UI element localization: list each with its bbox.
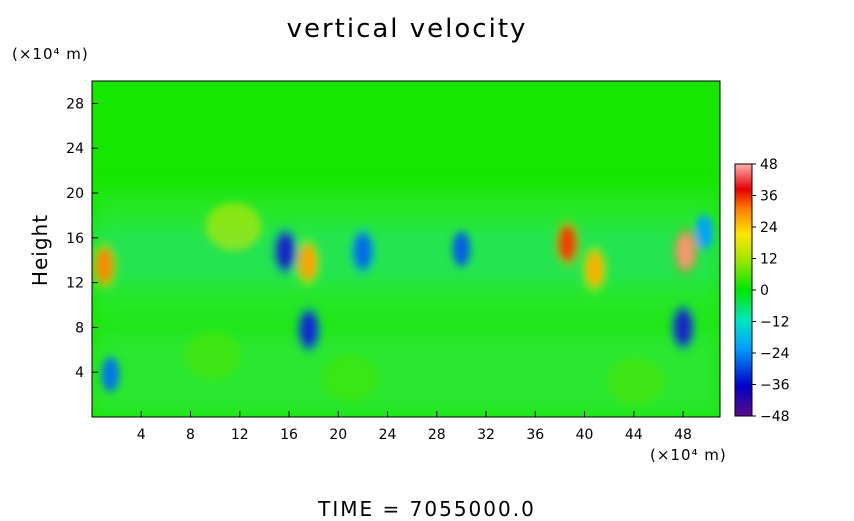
x-tick-label: 48 [674, 427, 692, 443]
cell-halo [92, 241, 118, 290]
updraft-cell [205, 202, 262, 251]
cell-halo [349, 227, 377, 276]
cell-halo [554, 219, 581, 268]
colorbar-tick-label: −24 [760, 346, 790, 362]
x-tick-label: 28 [428, 427, 446, 443]
colorbar-tick-label: 12 [760, 252, 778, 268]
x-tick-label: 20 [329, 427, 347, 443]
y-tick-label: 20 [66, 186, 84, 202]
chart-title: vertical velocity [286, 14, 528, 44]
colorbar-tick-label: 48 [760, 157, 778, 173]
x-tick-label: 8 [186, 427, 195, 443]
colorbar-tick-label: 36 [760, 189, 778, 205]
x-tick-label: 44 [625, 427, 643, 443]
y-tick-label: 28 [66, 96, 84, 112]
downdraft-cell [452, 231, 471, 267]
y-axis: 4 8 12 16 20 24 28 [66, 96, 98, 381]
y-tick-label: 4 [75, 365, 84, 381]
x-tick-label: 40 [576, 427, 594, 443]
x-tick-label: 36 [526, 427, 544, 443]
time-label: TIME = 7055000.0 [318, 497, 536, 521]
colorbar-tick-label: 0 [760, 283, 769, 299]
colorbar-tick-label: −12 [760, 315, 790, 331]
cell-halo [672, 227, 699, 276]
downdraft-cell [101, 356, 120, 393]
colorbar-tick-label: −36 [760, 378, 790, 394]
colorbar-tick-label: 24 [760, 220, 778, 236]
x-axis: 4 8 12 16 20 24 28 32 36 40 44 48 [137, 411, 692, 443]
y-axis-units: (×10⁴ m) [12, 45, 89, 63]
y-tick-label: 12 [66, 276, 84, 292]
x-tick-label: 4 [137, 427, 146, 443]
cell-halo [295, 305, 322, 354]
field-texture [92, 192, 720, 417]
updraft-cell [184, 331, 241, 380]
downdraft-cell [695, 214, 713, 250]
x-tick-label: 16 [280, 427, 298, 443]
cell-halo [581, 244, 608, 294]
y-tick-label: 24 [66, 141, 84, 157]
colorbar-ticks: 48 36 24 12 0 −12 −24 −36 −48 [752, 157, 790, 425]
updraft-cell [322, 353, 379, 402]
x-tick-label: 32 [477, 427, 495, 443]
plot-frame [91, 80, 721, 418]
x-axis-units: (×10⁴ m) [650, 446, 727, 464]
y-tick-label: 16 [66, 231, 84, 247]
x-tick-label: 12 [231, 427, 249, 443]
x-tick-label: 24 [379, 427, 397, 443]
colorbar-tick-label: −48 [760, 409, 790, 425]
cell-halo [272, 227, 299, 276]
colorbar [734, 163, 753, 417]
cell-halo [669, 303, 697, 352]
updraft-cell [608, 357, 665, 406]
cell-halo [294, 238, 321, 287]
y-tick-label: 8 [75, 320, 84, 336]
